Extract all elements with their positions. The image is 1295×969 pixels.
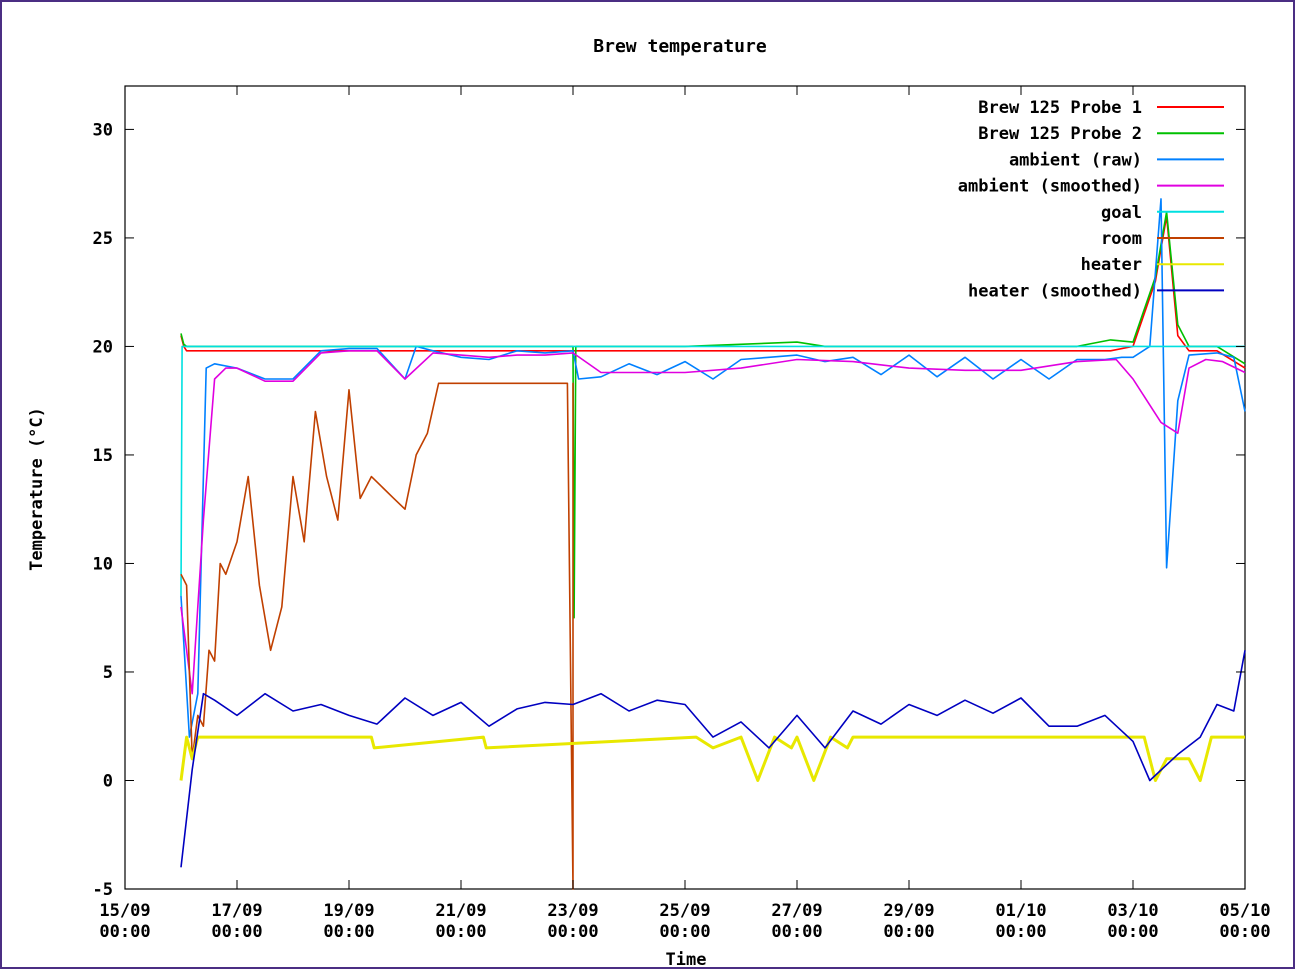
- legend-label: Brew 125 Probe 1: [978, 98, 1142, 118]
- series-line-0: [180, 215, 1246, 369]
- x-tick-date-label: 29/09: [883, 901, 934, 921]
- legend-label: ambient (smoothed): [958, 177, 1142, 197]
- series-line-7: [180, 650, 1246, 868]
- x-axis-ticks: 15/0900:0017/0900:0019/0900:0021/0900:00…: [99, 86, 1271, 942]
- x-tick-time-label: 00:00: [435, 922, 486, 942]
- series-line-3: [180, 349, 1246, 695]
- x-tick-date-label: 27/09: [771, 901, 822, 921]
- y-tick-label: -5: [93, 880, 113, 900]
- y-tick-label: 15: [93, 446, 113, 466]
- y-tick-label: 10: [93, 554, 113, 574]
- x-tick-date-label: 23/09: [547, 901, 598, 921]
- x-tick-time-label: 00:00: [99, 922, 150, 942]
- x-tick-time-label: 00:00: [995, 922, 1046, 942]
- plot-area-border: [124, 85, 1246, 890]
- legend-label: ambient (raw): [1009, 150, 1142, 170]
- x-tick-date-label: 05/10: [1219, 901, 1270, 921]
- y-axis-label: Temperature (°C): [27, 407, 47, 571]
- x-tick-date-label: 15/09: [99, 901, 150, 921]
- x-tick-date-label: 03/10: [1107, 901, 1158, 921]
- legend-label: heater: [1081, 255, 1142, 275]
- x-tick-time-label: 00:00: [1107, 922, 1158, 942]
- x-tick-time-label: 00:00: [883, 922, 934, 942]
- x-tick-date-label: 21/09: [435, 901, 486, 921]
- x-tick-time-label: 00:00: [211, 922, 262, 942]
- legend-label: goal: [1101, 203, 1142, 223]
- x-tick-date-label: 17/09: [211, 901, 262, 921]
- x-axis-label: Time: [666, 950, 707, 967]
- x-tick-time-label: 00:00: [771, 922, 822, 942]
- x-tick-date-label: 25/09: [659, 901, 710, 921]
- series-line-5: [180, 382, 574, 890]
- chart-title: Brew temperature: [593, 36, 767, 57]
- legend: Brew 125 Probe 1 Brew 125 Probe 2 ambient …: [958, 98, 1224, 301]
- y-tick-label: 5: [103, 663, 113, 683]
- legend-label: room: [1101, 229, 1142, 249]
- x-tick-date-label: 01/10: [995, 901, 1046, 921]
- series-layer: [179, 198, 1246, 890]
- legend-label: heater (smoothed): [968, 281, 1142, 301]
- y-tick-label: 30: [93, 120, 113, 140]
- legend-label: Brew 125 Probe 2: [978, 124, 1142, 144]
- series-line-4: [180, 345, 1245, 597]
- x-tick-time-label: 00:00: [1219, 922, 1270, 942]
- y-axis-ticks: -5 0 5 10 15 20 25 30: [93, 120, 1245, 900]
- series-line-6: [179, 735, 1245, 782]
- x-tick-time-label: 00:00: [323, 922, 374, 942]
- y-tick-label: 25: [93, 229, 113, 249]
- x-tick-date-label: 19/09: [323, 901, 374, 921]
- y-tick-label: 20: [93, 337, 113, 357]
- x-tick-time-label: 00:00: [659, 922, 710, 942]
- series-line-2: [180, 198, 1246, 738]
- x-tick-time-label: 00:00: [547, 922, 598, 942]
- y-tick-label: 0: [103, 771, 113, 791]
